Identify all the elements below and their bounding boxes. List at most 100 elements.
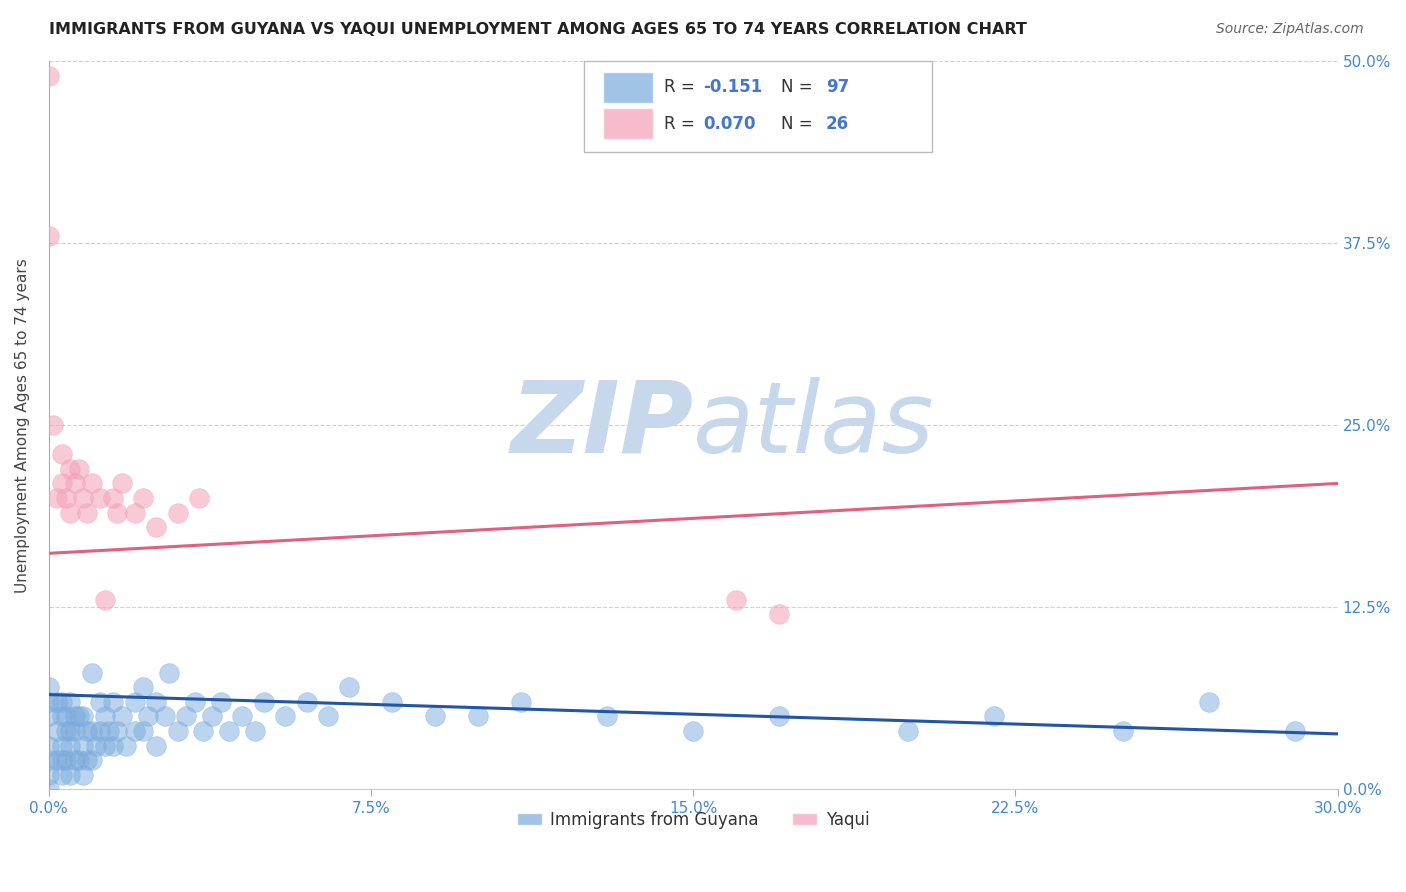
- Point: [51, 739, 73, 753]
- Point: [1112, 723, 1135, 738]
- Point: [89, 695, 111, 709]
- Y-axis label: Unemployment Among Ages 65 to 74 years: Unemployment Among Ages 65 to 74 years: [15, 258, 30, 592]
- Point: [84, 739, 107, 753]
- Point: [768, 709, 790, 723]
- FancyBboxPatch shape: [603, 72, 654, 103]
- Point: [55, 723, 77, 738]
- Point: [107, 723, 129, 738]
- Text: 97: 97: [825, 78, 849, 96]
- Point: [59, 695, 82, 709]
- Point: [46, 753, 69, 767]
- Text: R =: R =: [664, 115, 700, 133]
- Point: [153, 709, 176, 723]
- Point: [111, 709, 134, 723]
- Point: [145, 739, 167, 753]
- Point: [467, 709, 489, 723]
- Point: [103, 739, 125, 753]
- Point: [46, 723, 69, 738]
- Point: [38, 782, 60, 797]
- Point: [38, 709, 60, 723]
- Point: [193, 723, 215, 738]
- Point: [145, 695, 167, 709]
- Point: [339, 681, 361, 695]
- Point: [72, 491, 94, 505]
- Legend: Immigrants from Guyana, Yaqui: Immigrants from Guyana, Yaqui: [510, 805, 876, 836]
- Text: N =: N =: [780, 78, 813, 96]
- Point: [124, 723, 146, 738]
- Point: [51, 753, 73, 767]
- Text: ZIP: ZIP: [510, 376, 693, 474]
- Point: [596, 709, 619, 723]
- Point: [184, 695, 207, 709]
- Point: [42, 418, 65, 433]
- Point: [768, 607, 790, 622]
- Point: [38, 695, 60, 709]
- Point: [63, 709, 86, 723]
- Point: [725, 593, 748, 607]
- Point: [983, 709, 1005, 723]
- Point: [63, 753, 86, 767]
- Point: [67, 753, 90, 767]
- Point: [63, 476, 86, 491]
- Point: [157, 665, 180, 680]
- Point: [1198, 695, 1220, 709]
- Point: [51, 476, 73, 491]
- Point: [316, 709, 339, 723]
- Point: [243, 723, 266, 738]
- Point: [55, 491, 77, 505]
- Point: [55, 709, 77, 723]
- Text: 26: 26: [825, 115, 849, 133]
- Point: [124, 695, 146, 709]
- Point: [59, 506, 82, 520]
- Text: IMMIGRANTS FROM GUYANA VS YAQUI UNEMPLOYMENT AMONG AGES 65 TO 74 YEARS CORRELATI: IMMIGRANTS FROM GUYANA VS YAQUI UNEMPLOY…: [49, 22, 1028, 37]
- FancyBboxPatch shape: [583, 62, 932, 153]
- Point: [38, 228, 60, 243]
- Point: [136, 709, 159, 723]
- Text: 0.070: 0.070: [703, 115, 756, 133]
- Point: [111, 476, 134, 491]
- Point: [72, 709, 94, 723]
- Point: [72, 739, 94, 753]
- Point: [132, 723, 155, 738]
- Point: [80, 753, 103, 767]
- Point: [51, 695, 73, 709]
- FancyBboxPatch shape: [603, 109, 654, 139]
- Point: [107, 506, 129, 520]
- Point: [425, 709, 447, 723]
- Point: [76, 506, 98, 520]
- Point: [76, 753, 98, 767]
- Point: [252, 695, 274, 709]
- Text: Source: ZipAtlas.com: Source: ZipAtlas.com: [1216, 22, 1364, 37]
- Point: [38, 739, 60, 753]
- Point: [103, 491, 125, 505]
- Point: [103, 695, 125, 709]
- Point: [93, 709, 115, 723]
- Point: [46, 695, 69, 709]
- Point: [51, 709, 73, 723]
- Point: [38, 767, 60, 781]
- Point: [93, 739, 115, 753]
- Point: [166, 723, 188, 738]
- Point: [97, 723, 120, 738]
- Point: [295, 695, 318, 709]
- Point: [510, 695, 533, 709]
- Point: [1284, 723, 1306, 738]
- Point: [38, 69, 60, 83]
- Point: [46, 491, 69, 505]
- Point: [89, 723, 111, 738]
- Point: [80, 723, 103, 738]
- Text: N =: N =: [780, 115, 813, 133]
- Point: [124, 506, 146, 520]
- Point: [682, 723, 704, 738]
- Point: [51, 447, 73, 461]
- Point: [38, 681, 60, 695]
- Point: [231, 709, 253, 723]
- Point: [72, 767, 94, 781]
- Point: [76, 723, 98, 738]
- Point: [274, 709, 297, 723]
- Point: [174, 709, 197, 723]
- Point: [115, 739, 138, 753]
- Point: [132, 681, 155, 695]
- Point: [59, 739, 82, 753]
- Point: [188, 491, 211, 505]
